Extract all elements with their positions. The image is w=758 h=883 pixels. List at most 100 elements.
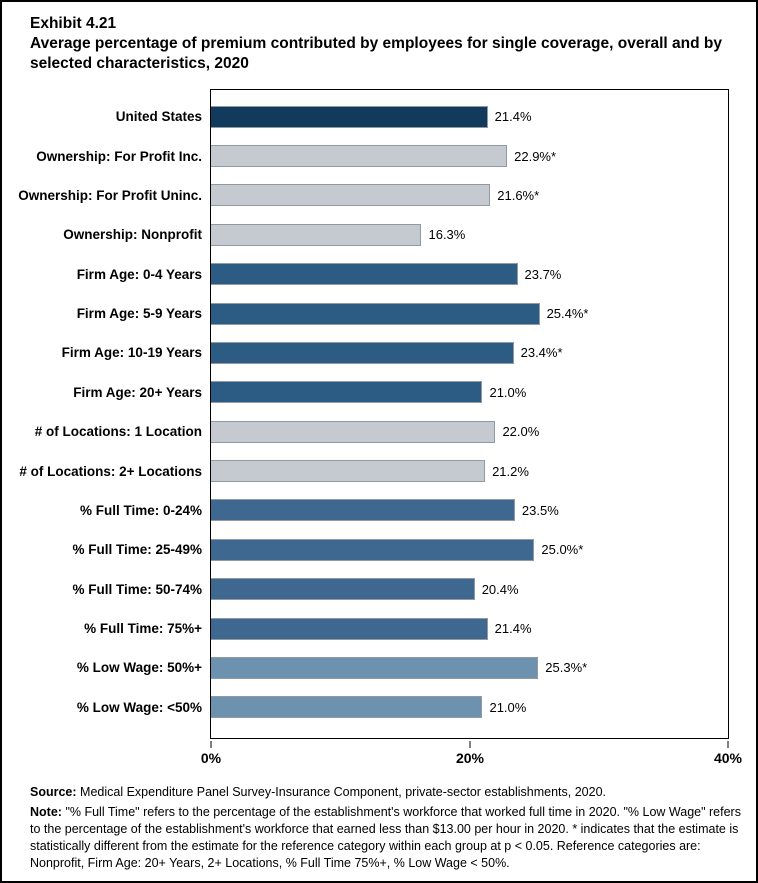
category-label: % Full Time: 0-24%	[79, 502, 202, 518]
bar-row: # of Locations: 2+ Locations 21.2%	[2, 451, 729, 490]
title-block: Exhibit 4.21 Average percentage of premi…	[30, 14, 730, 74]
bar-row: Ownership: For Profit Uninc. 21.6%*	[2, 176, 729, 215]
bar-track: 21.0%	[210, 688, 729, 727]
bar-track: 22.9%*	[210, 136, 729, 175]
bar-track: 25.0%*	[210, 530, 729, 569]
category-label: % Full Time: 25-49%	[72, 542, 202, 558]
bar-row: % Full Time: 25-49% 25.0%*	[2, 530, 729, 569]
category-label: Firm Age: 0-4 Years	[76, 266, 202, 282]
x-tick-0	[210, 741, 212, 748]
category-label: Firm Age: 5-9 Years	[76, 306, 202, 322]
source-text: Medical Expenditure Panel Survey-Insuran…	[80, 785, 607, 799]
bar	[210, 656, 539, 679]
x-tick-20	[469, 741, 471, 748]
category-label: % Low Wage: 50%+	[76, 660, 202, 676]
bar	[210, 381, 483, 404]
bar-track: 20.4%	[210, 570, 729, 609]
category-label: % Low Wage: <50%	[76, 699, 202, 715]
chart-title: Average percentage of premium contribute…	[30, 35, 722, 72]
bar	[210, 499, 515, 522]
bar	[210, 263, 518, 286]
bar-row: Firm Age: 0-4 Years 23.7%	[2, 255, 729, 294]
bar-row: Firm Age: 20+ Years 21.0%	[2, 373, 729, 412]
value-label: 23.7%	[524, 266, 562, 282]
bar-row: # of Locations: 1 Location 22.0%	[2, 412, 729, 451]
bar	[210, 105, 488, 128]
category-label: Firm Age: 20+ Years	[73, 384, 202, 400]
x-tick-label-40: 40%	[713, 750, 743, 766]
x-tick-label-20: 20%	[455, 750, 485, 766]
bar	[210, 578, 475, 601]
value-label: 25.4%*	[546, 306, 589, 322]
bar	[210, 145, 508, 168]
value-label: 21.4%	[494, 621, 532, 637]
value-label: 23.4%*	[520, 345, 563, 361]
bar-row: Ownership: For Profit Inc. 22.9%*	[2, 136, 729, 175]
x-tick-label-0: 0%	[200, 750, 222, 766]
value-label: 16.3%	[428, 227, 466, 243]
bar-chart: United States 21.4% Ownership: For Profit …	[2, 89, 758, 739]
bar	[210, 617, 488, 640]
bar	[210, 460, 486, 483]
x-axis: 0% 20% 40%	[2, 739, 758, 779]
value-label: 25.3%*	[545, 660, 588, 676]
bar-row: % Low Wage: 50%+ 25.3%*	[2, 648, 729, 687]
source-line: Source: Medical Expenditure Panel Survey…	[30, 784, 742, 801]
bar	[210, 184, 491, 207]
value-label: 21.6%*	[497, 187, 540, 203]
bar-track: 21.4%	[210, 609, 729, 648]
exhibit-label: Exhibit 4.21	[30, 15, 117, 32]
bar-row: % Low Wage: <50% 21.0%	[2, 688, 729, 727]
value-label: 21.0%	[489, 384, 527, 400]
bar-row: Firm Age: 10-19 Years 23.4%*	[2, 333, 729, 372]
bar-track: 23.4%*	[210, 333, 729, 372]
value-label: 22.0%	[502, 424, 540, 440]
bar	[210, 420, 496, 443]
bar	[210, 341, 514, 364]
note-text: "% Full Time" refers to the percentage o…	[30, 805, 741, 870]
value-label: 21.2%	[492, 463, 529, 479]
bar-row: Ownership: Nonprofit 16.3%	[2, 215, 729, 254]
bar-row: % Full Time: 0-24% 23.5%	[2, 491, 729, 530]
category-label: % Full Time: 75%+	[84, 621, 202, 637]
category-label: Ownership: For Profit Uninc.	[18, 187, 202, 203]
bar-track: 25.4%*	[210, 294, 729, 333]
bar-rows: United States 21.4% Ownership: For Profit …	[2, 89, 729, 739]
category-label: # of Locations: 2+ Locations	[19, 463, 202, 479]
bar-track: 21.4%	[210, 97, 729, 136]
bar-track: 21.0%	[210, 373, 729, 412]
note-label: Note:	[30, 805, 62, 819]
value-label: 25.0%*	[541, 542, 584, 558]
bar-track: 23.5%	[210, 491, 729, 530]
x-tick-40	[727, 741, 729, 748]
bar-track: 25.3%*	[210, 648, 729, 687]
category-label: # of Locations: 1 Location	[34, 424, 202, 440]
value-label: 21.4%	[494, 109, 532, 125]
value-label: 23.5%	[521, 502, 559, 518]
category-label: Ownership: Nonprofit	[63, 227, 202, 243]
category-label: Firm Age: 10-19 Years	[61, 345, 202, 361]
footer: Source: Medical Expenditure Panel Survey…	[30, 784, 742, 872]
bar	[210, 302, 540, 325]
category-label: United States	[115, 109, 202, 125]
value-label: 20.4%	[481, 581, 519, 597]
bar-row: % Full Time: 50-74% 20.4%	[2, 570, 729, 609]
bar-track: 16.3%	[210, 215, 729, 254]
bar	[210, 538, 535, 561]
bar-track: 23.7%	[210, 255, 729, 294]
category-label: % Full Time: 50-74%	[72, 581, 202, 597]
source-label: Source:	[30, 785, 77, 799]
bar-row: United States 21.4%	[2, 97, 729, 136]
value-label: 22.9%*	[514, 148, 557, 164]
note-line: Note: "% Full Time" refers to the percen…	[30, 804, 742, 872]
bar-row: % Full Time: 75%+ 21.4%	[2, 609, 729, 648]
value-label: 21.0%	[489, 699, 527, 715]
bar-row: Firm Age: 5-9 Years 25.4%*	[2, 294, 729, 333]
bar	[210, 696, 483, 719]
bar-track: 21.2%	[210, 451, 729, 490]
category-label: Ownership: For Profit Inc.	[36, 148, 202, 164]
bar-track: 21.6%*	[210, 176, 729, 215]
bar	[210, 223, 422, 246]
bar-track: 22.0%	[210, 412, 729, 451]
